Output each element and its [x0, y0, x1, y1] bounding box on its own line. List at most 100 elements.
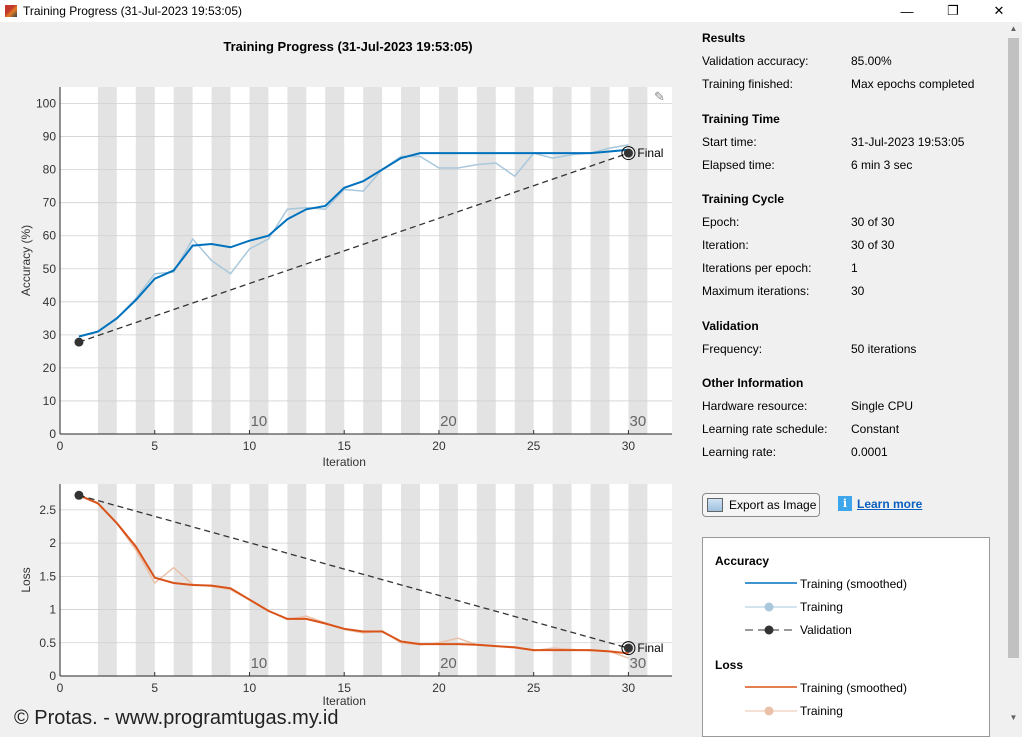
info-label: Iterations per epoch:	[702, 261, 812, 275]
info-label: Hardware resource:	[702, 399, 808, 413]
scrollbar-thumb[interactable]	[1008, 38, 1019, 658]
info-value: Single CPU	[851, 399, 914, 413]
export-label: Export as Image	[729, 498, 817, 512]
epoch-band	[211, 87, 231, 434]
epoch-label: 10	[251, 655, 268, 672]
training-smoothed-line	[78, 148, 629, 338]
info-label: Iteration:	[702, 238, 749, 252]
epoch-band	[325, 87, 345, 434]
epoch-band	[287, 484, 307, 676]
info-value: Max epochs completed	[851, 77, 975, 91]
epoch-band	[590, 87, 610, 434]
x-tick-label: 15	[338, 439, 352, 453]
panel-scrollbar[interactable]: ▲ ▼	[1005, 22, 1022, 729]
epoch-band	[476, 87, 496, 434]
loss-chart: 0 0.5 1 1.5 2 2.5 0 5 10 15 20 25 30 10 20 30 Iteration L…	[19, 484, 672, 708]
epoch-band	[438, 87, 458, 434]
epoch-label: 20	[440, 413, 457, 430]
epoch-band	[590, 484, 610, 676]
info-label: Learning rate schedule:	[702, 422, 828, 436]
info-value: 85.00%	[851, 54, 892, 68]
epoch-band	[438, 484, 458, 676]
legend: Accuracy Training (smoothed) Training Va…	[702, 537, 990, 737]
epoch-band	[135, 87, 155, 434]
x-axis-label: Iteration	[323, 455, 366, 469]
y-tick-label: 0	[49, 427, 56, 441]
info-value: 30 of 30	[851, 238, 895, 252]
epoch-band	[249, 484, 269, 676]
y-tick-label: 10	[43, 394, 57, 408]
epoch-label: 10	[251, 413, 268, 430]
epoch-label: 30	[630, 413, 647, 430]
info-label: Maximum iterations:	[702, 284, 810, 298]
epoch-band	[135, 484, 155, 676]
x-tick-label: 10	[243, 439, 257, 453]
y-tick-label: 80	[43, 163, 57, 177]
epoch-band	[401, 87, 420, 434]
y-tick-label: 1	[49, 603, 56, 617]
y-tick-label: 2	[49, 536, 56, 550]
info-label: Learning rate:	[702, 445, 777, 459]
y-tick-label: 2.5	[39, 503, 56, 517]
title-bar: Training Progress (31-Jul-2023 19:53:05)…	[0, 0, 1022, 22]
epoch-label: 30	[630, 655, 647, 672]
epoch-band	[552, 87, 572, 434]
minimize-button[interactable]: —	[900, 3, 914, 19]
x-tick-label: 5	[151, 681, 158, 695]
epoch-band	[173, 87, 193, 434]
legend-acc-smoothed: Training (smoothed)	[800, 577, 907, 591]
image-export-icon	[707, 498, 723, 512]
legend-loss-title: Loss	[715, 658, 744, 672]
x-tick-label: 0	[57, 681, 64, 695]
learn-more-link-group[interactable]: i Learn more	[838, 496, 922, 511]
scroll-up-arrow-icon[interactable]: ▲	[1009, 24, 1018, 33]
y-tick-label: 90	[43, 130, 57, 144]
epoch-band	[514, 484, 534, 676]
x-tick-label: 25	[527, 681, 541, 695]
info-value: 31-Jul-2023 19:53:05	[851, 135, 965, 149]
validation-point	[623, 643, 633, 653]
x-tick-label: 15	[338, 681, 352, 695]
epoch-band	[476, 484, 496, 676]
info-value: Constant	[851, 422, 900, 436]
close-button[interactable]: ✕	[993, 3, 1005, 18]
section-title: Other Information	[702, 376, 804, 390]
section-title: Validation	[702, 319, 759, 333]
learn-more-link[interactable]: Learn more	[857, 496, 923, 511]
export-as-image-button[interactable]: Export as Image	[702, 493, 820, 517]
info-icon: i	[838, 496, 852, 511]
legend-loss-smoothed-line	[745, 686, 797, 688]
final-marker	[621, 146, 636, 161]
scroll-down-arrow-icon[interactable]: ▼	[1009, 713, 1018, 722]
restore-button[interactable]: ❐	[947, 3, 959, 18]
epoch-band	[401, 484, 420, 676]
epoch-band	[211, 484, 231, 676]
info-label: Epoch:	[702, 215, 740, 229]
x-tick-label: 30	[622, 439, 636, 453]
info-value: 1	[851, 261, 858, 275]
final-marker	[621, 641, 636, 656]
export-axes-icon[interactable]: ✎	[654, 89, 665, 104]
x-tick-label: 10	[243, 681, 257, 695]
final-label: Final	[637, 146, 663, 160]
matlab-icon	[5, 5, 17, 17]
y-tick-label: 30	[43, 328, 57, 342]
y-tick-label: 0.5	[39, 636, 56, 650]
plots-area: Training Progress (31-Jul-2023 19:53:05)…	[19, 39, 672, 708]
epoch-band	[97, 484, 117, 676]
info-value: 6 min 3 sec	[851, 158, 913, 172]
info-label: Validation accuracy:	[702, 54, 809, 68]
plot-title: Training Progress (31-Jul-2023 19:53:05)	[223, 39, 472, 54]
legend-loss-training: Training	[800, 704, 843, 718]
validation-point	[74, 490, 84, 500]
epoch-band	[363, 484, 383, 676]
epoch-band	[97, 87, 117, 434]
epoch-band	[514, 87, 534, 434]
info-label: Start time:	[702, 135, 757, 149]
validation-line	[78, 494, 629, 649]
epoch-band	[552, 484, 572, 676]
y-tick-label: 60	[43, 229, 57, 243]
window-title: Training Progress (31-Jul-2023 19:53:05)	[23, 4, 243, 18]
y-tick-label: 100	[36, 97, 56, 111]
info-value: 30 of 30	[851, 215, 895, 229]
